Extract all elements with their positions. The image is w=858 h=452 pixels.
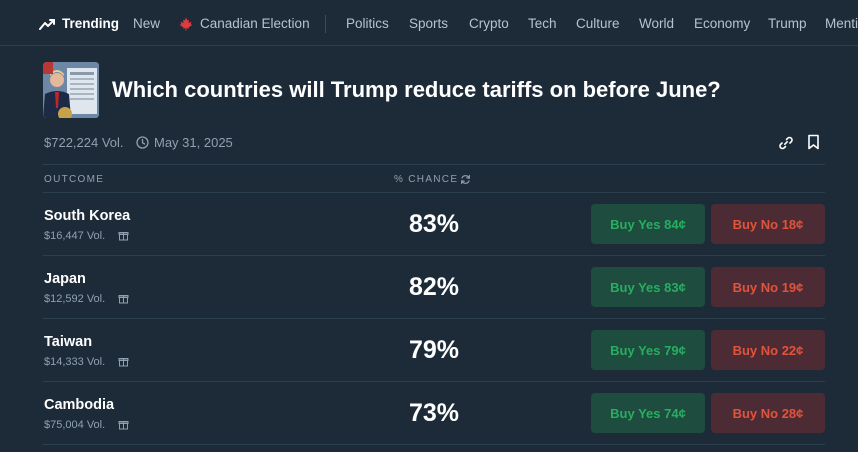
link-icon[interactable] xyxy=(778,135,794,151)
nav-sports[interactable]: Sports xyxy=(409,16,449,31)
market-image xyxy=(43,62,99,118)
outcome-chance: 83% xyxy=(408,210,460,238)
bookmark-icon[interactable] xyxy=(807,134,820,150)
nav-economy[interactable]: Economy xyxy=(694,16,751,31)
gift-icon[interactable] xyxy=(118,230,129,241)
nav-divider xyxy=(325,15,326,33)
buy-yes-button[interactable]: Buy Yes 79¢ xyxy=(591,330,705,370)
nav-crypto[interactable]: Crypto xyxy=(469,16,509,31)
divider xyxy=(43,381,825,382)
outcome-name: Cambodia xyxy=(44,397,115,413)
outcome-chance: 73% xyxy=(408,399,460,427)
outcome-name: Japan xyxy=(44,271,86,287)
buy-no-button[interactable]: Buy No 19¢ xyxy=(711,267,825,307)
outcome-volume: $12,592 Vol. xyxy=(44,293,106,305)
refresh-icon[interactable] xyxy=(460,174,471,185)
divider xyxy=(43,444,825,445)
nav-canadian-election[interactable]: Canadian Election xyxy=(200,16,310,31)
nav-trending[interactable]: Trending xyxy=(62,16,119,31)
nav-tech[interactable]: Tech xyxy=(528,16,557,31)
buy-no-button[interactable]: Buy No 18¢ xyxy=(711,204,825,244)
outcome-volume: $75,004 Vol. xyxy=(44,419,106,431)
gift-icon[interactable] xyxy=(118,293,129,304)
nav-culture[interactable]: Culture xyxy=(576,16,620,31)
outcome-volume: $14,333 Vol. xyxy=(44,356,106,368)
chance-column-header: % CHANCE xyxy=(394,174,459,185)
outcome-column-header: OUTCOME xyxy=(44,174,105,185)
outcome-chance: 79% xyxy=(408,336,460,364)
divider xyxy=(43,318,825,319)
divider xyxy=(43,192,825,193)
outcome-name: South Korea xyxy=(44,208,131,224)
divider xyxy=(43,164,825,165)
buy-yes-button[interactable]: Buy Yes 84¢ xyxy=(591,204,705,244)
gift-icon[interactable] xyxy=(118,419,129,430)
market-title: Which countries will Trump reduce tariff… xyxy=(112,77,721,102)
outcome-row-cambodia[interactable]: Cambodia $75,004 Vol. 73% Buy Yes 74¢ Bu… xyxy=(43,382,825,445)
market-volume: $722,224 Vol. xyxy=(44,135,124,150)
outcome-volume: $16,447 Vol. xyxy=(44,230,106,242)
buy-yes-button[interactable]: Buy Yes 74¢ xyxy=(591,393,705,433)
clock-icon xyxy=(136,136,149,149)
buy-yes-button[interactable]: Buy Yes 83¢ xyxy=(591,267,705,307)
buy-no-button[interactable]: Buy No 28¢ xyxy=(711,393,825,433)
outcome-row-south-korea[interactable]: South Korea $16,447 Vol. 83% Buy Yes 84¢… xyxy=(43,193,825,256)
outcome-row-japan[interactable]: Japan $12,592 Vol. 82% Buy Yes 83¢ Buy N… xyxy=(43,256,825,319)
outcome-row-taiwan[interactable]: Taiwan $14,333 Vol. 79% Buy Yes 79¢ Buy … xyxy=(43,319,825,382)
nav-mentions[interactable]: Menti xyxy=(825,16,858,31)
buy-no-button[interactable]: Buy No 22¢ xyxy=(711,330,825,370)
outcome-name: Taiwan xyxy=(44,334,93,350)
trending-icon xyxy=(39,19,55,30)
divider xyxy=(43,255,825,256)
top-nav: Trending New Canadian Election Politics … xyxy=(0,0,858,46)
maple-leaf-icon xyxy=(179,17,193,31)
nav-world[interactable]: World xyxy=(639,16,675,31)
outcome-chance: 82% xyxy=(408,273,460,301)
nav-new[interactable]: New xyxy=(133,16,161,31)
market-thumbnail xyxy=(43,62,99,118)
nav-trump[interactable]: Trump xyxy=(768,16,807,31)
market-end-date: May 31, 2025 xyxy=(154,135,233,150)
gift-icon[interactable] xyxy=(118,356,129,367)
nav-politics[interactable]: Politics xyxy=(346,16,389,31)
